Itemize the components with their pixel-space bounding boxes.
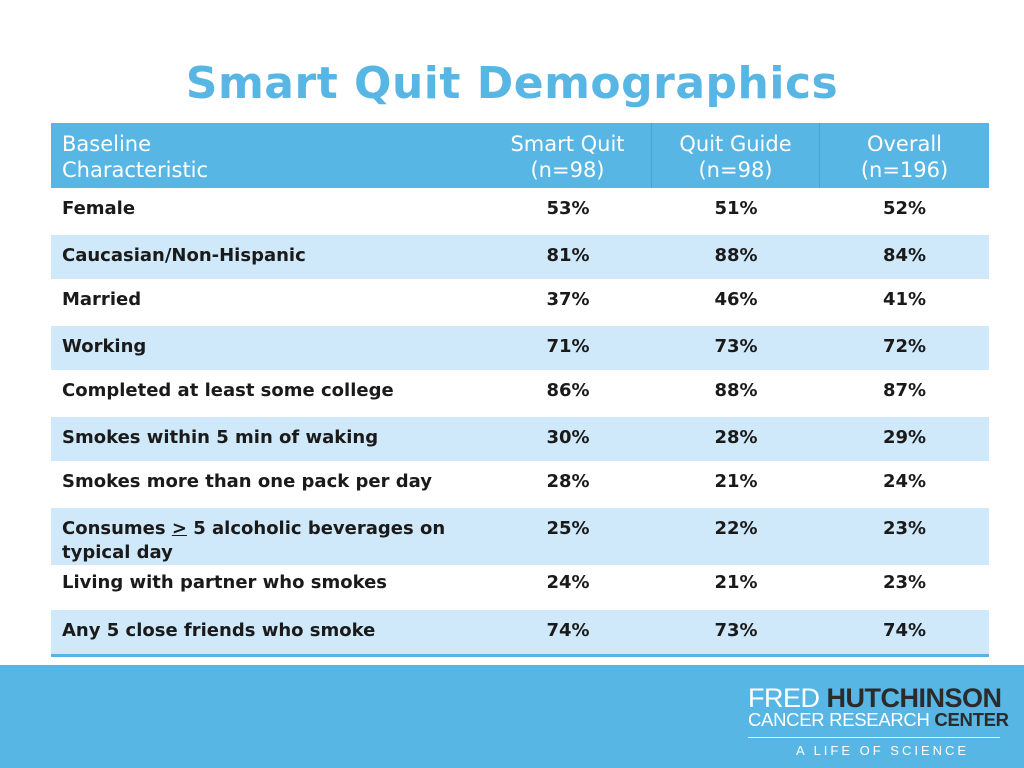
cell-smart-quit: 25% <box>546 517 590 539</box>
cell-quit-guide: 73% <box>714 619 758 641</box>
table-header-row: Baseline Characteristic Smart Quit (n=98… <box>51 123 989 188</box>
label-part: 5 alcoholic beverages on typical day <box>62 517 446 563</box>
logo-text: HUTCHINSON <box>826 683 1003 713</box>
row-label: Living with partner who smokes <box>62 571 387 593</box>
row-label: Caucasian/Non-Hispanic <box>62 244 306 266</box>
cell-overall: 52% <box>882 198 927 219</box>
header-line: (n=98) <box>698 158 773 182</box>
table-row: Consumes > 5 alcoholic beverages on typi… <box>51 506 989 565</box>
table-row: Working 71% 73% 72% <box>51 324 989 370</box>
cell-quit-guide: 28% <box>714 426 758 448</box>
cell-quit-guide: 46% <box>714 289 758 310</box>
cell-smart-quit: 30% <box>546 426 590 448</box>
label-part: Consumes <box>62 517 172 539</box>
table-row: Completed at least some college 86% 88% … <box>51 370 989 416</box>
header-line: Overall <box>866 132 943 156</box>
table-row: Caucasian/Non-Hispanic 81% 88% 84% <box>51 233 989 279</box>
table-row: Smokes within 5 min of waking 30% 28% 29… <box>51 415 989 461</box>
cell-quit-guide: 51% <box>714 198 758 219</box>
header-line: (n=196) <box>860 158 949 182</box>
header-line: Characteristic <box>62 158 209 182</box>
cell-overall: 72% <box>882 335 927 357</box>
logo-tagline: A LIFE OF SCIENCE <box>796 743 970 758</box>
cell-smart-quit: 71% <box>546 335 590 357</box>
row-label: Any 5 close friends who smoke <box>62 619 376 641</box>
row-label: Consumes > 5 alcoholic beverages on typi… <box>51 508 484 565</box>
cell-smart-quit: 86% <box>546 380 590 401</box>
header-line: Quit Guide <box>679 132 792 156</box>
logo-text: FRED <box>748 683 827 713</box>
cell-overall: 23% <box>882 571 927 593</box>
header-line: Smart Quit <box>510 132 625 156</box>
header-line: Baseline <box>62 132 152 156</box>
header-baseline-characteristic: Baseline Characteristic <box>51 123 484 188</box>
header-line: (n=98) <box>530 158 605 182</box>
row-label: Working <box>62 335 147 357</box>
table-row: Smokes more than one pack per day 28% 21… <box>51 461 989 507</box>
cell-overall: 84% <box>882 244 927 266</box>
cell-overall: 87% <box>882 380 927 401</box>
slide-title: Smart Quit Demographics <box>185 58 839 109</box>
cell-smart-quit: 37% <box>546 289 590 310</box>
cell-overall: 29% <box>882 426 927 448</box>
greater-or-equal-symbol: > <box>171 517 187 539</box>
cell-overall: 41% <box>882 289 927 310</box>
row-label: Smokes more than one pack per day <box>62 471 432 492</box>
logo-text: CENTER <box>934 709 1009 730</box>
logo-line-2: CANCER RESEARCH CENTER <box>748 709 1009 730</box>
cell-smart-quit: 81% <box>546 244 590 266</box>
cell-smart-quit: 28% <box>546 471 590 492</box>
row-label: Smokes within 5 min of waking <box>62 426 379 448</box>
footer-band: FRED HUTCHINSON CANCER RESEARCH CENTER A… <box>0 665 1024 768</box>
logo-divider <box>748 737 1000 738</box>
header-overall: Overall (n=196) <box>820 123 989 188</box>
cell-smart-quit: 24% <box>546 571 590 593</box>
cell-quit-guide: 22% <box>714 517 758 539</box>
demographics-table: Baseline Characteristic Smart Quit (n=98… <box>51 123 989 657</box>
table-row: Female 53% 51% 52% <box>51 188 989 234</box>
row-label: Married <box>62 289 142 310</box>
header-smart-quit: Smart Quit (n=98) <box>484 123 652 188</box>
header-quit-guide: Quit Guide (n=98) <box>652 123 820 188</box>
table-row: Any 5 close friends who smoke 74% 73% 74… <box>51 608 989 654</box>
row-label: Completed at least some college <box>62 380 394 401</box>
cell-overall: 23% <box>882 517 927 539</box>
cell-quit-guide: 73% <box>714 335 758 357</box>
cell-quit-guide: 88% <box>714 244 758 266</box>
cell-overall: 24% <box>882 471 927 492</box>
table-row: Living with partner who smokes 24% 21% 2… <box>51 564 989 609</box>
table-row: Married 37% 46% 41% <box>51 279 989 325</box>
logo-line-1: FRED HUTCHINSON <box>748 683 1003 713</box>
logo-text: CANCER RESEARCH <box>748 709 935 730</box>
cell-quit-guide: 88% <box>714 380 758 401</box>
cell-overall: 74% <box>882 619 927 641</box>
cell-quit-guide: 21% <box>714 471 758 492</box>
cell-smart-quit: 74% <box>546 619 590 641</box>
fred-hutchinson-logo: FRED HUTCHINSON CANCER RESEARCH CENTER A… <box>748 683 1009 758</box>
cell-smart-quit: 53% <box>546 198 590 219</box>
cell-quit-guide: 21% <box>714 571 758 593</box>
row-label: Female <box>62 198 136 219</box>
